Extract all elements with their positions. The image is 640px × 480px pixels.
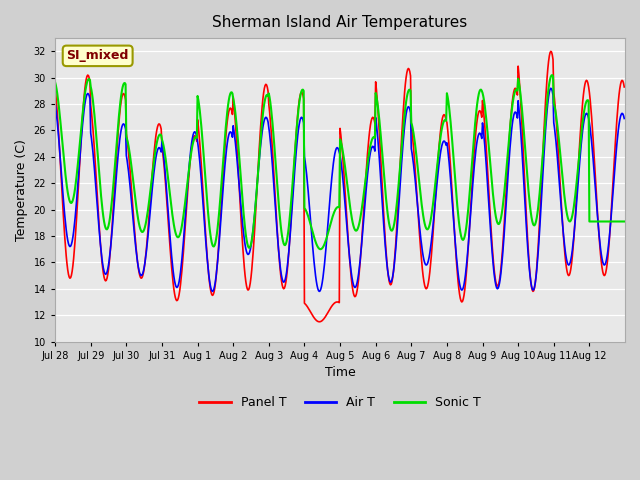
Sonic T: [399, 127, 407, 132]
Legend: Panel T, Air T, Sonic T: Panel T, Air T, Sonic T: [195, 391, 486, 414]
Air T: [51, 100, 59, 106]
Panel T: [431, 201, 439, 206]
Line: Sonic T: Sonic T: [55, 75, 624, 249]
Panel T: [316, 319, 323, 324]
Line: Panel T: Panel T: [55, 51, 624, 322]
X-axis label: Time: Time: [324, 366, 355, 379]
Air T: [251, 211, 259, 216]
Air T: [316, 288, 323, 294]
Line: Air T: Air T: [55, 88, 624, 291]
Panel T: [251, 226, 259, 231]
Sonic T: [51, 79, 59, 85]
Sonic T: [118, 88, 125, 94]
Sonic T: [317, 246, 324, 252]
Sonic T: [431, 183, 439, 189]
Panel T: [399, 110, 407, 116]
Panel T: [620, 84, 628, 90]
Panel T: [223, 126, 230, 132]
Air T: [399, 140, 407, 145]
Panel T: [118, 95, 125, 100]
Air T: [223, 146, 230, 152]
Title: Sherman Island Air Temperatures: Sherman Island Air Temperatures: [212, 15, 468, 30]
Air T: [118, 124, 125, 130]
Sonic T: [620, 218, 628, 224]
Sonic T: [548, 72, 556, 78]
Air T: [273, 216, 280, 222]
Y-axis label: Temperature (C): Temperature (C): [15, 139, 28, 241]
Air T: [620, 116, 628, 121]
Sonic T: [251, 212, 259, 217]
Sonic T: [273, 168, 280, 174]
Sonic T: [223, 116, 230, 122]
Panel T: [51, 85, 59, 91]
Text: SI_mixed: SI_mixed: [67, 49, 129, 62]
Panel T: [547, 48, 555, 54]
Air T: [431, 202, 439, 207]
Panel T: [273, 211, 280, 217]
Air T: [547, 85, 555, 91]
